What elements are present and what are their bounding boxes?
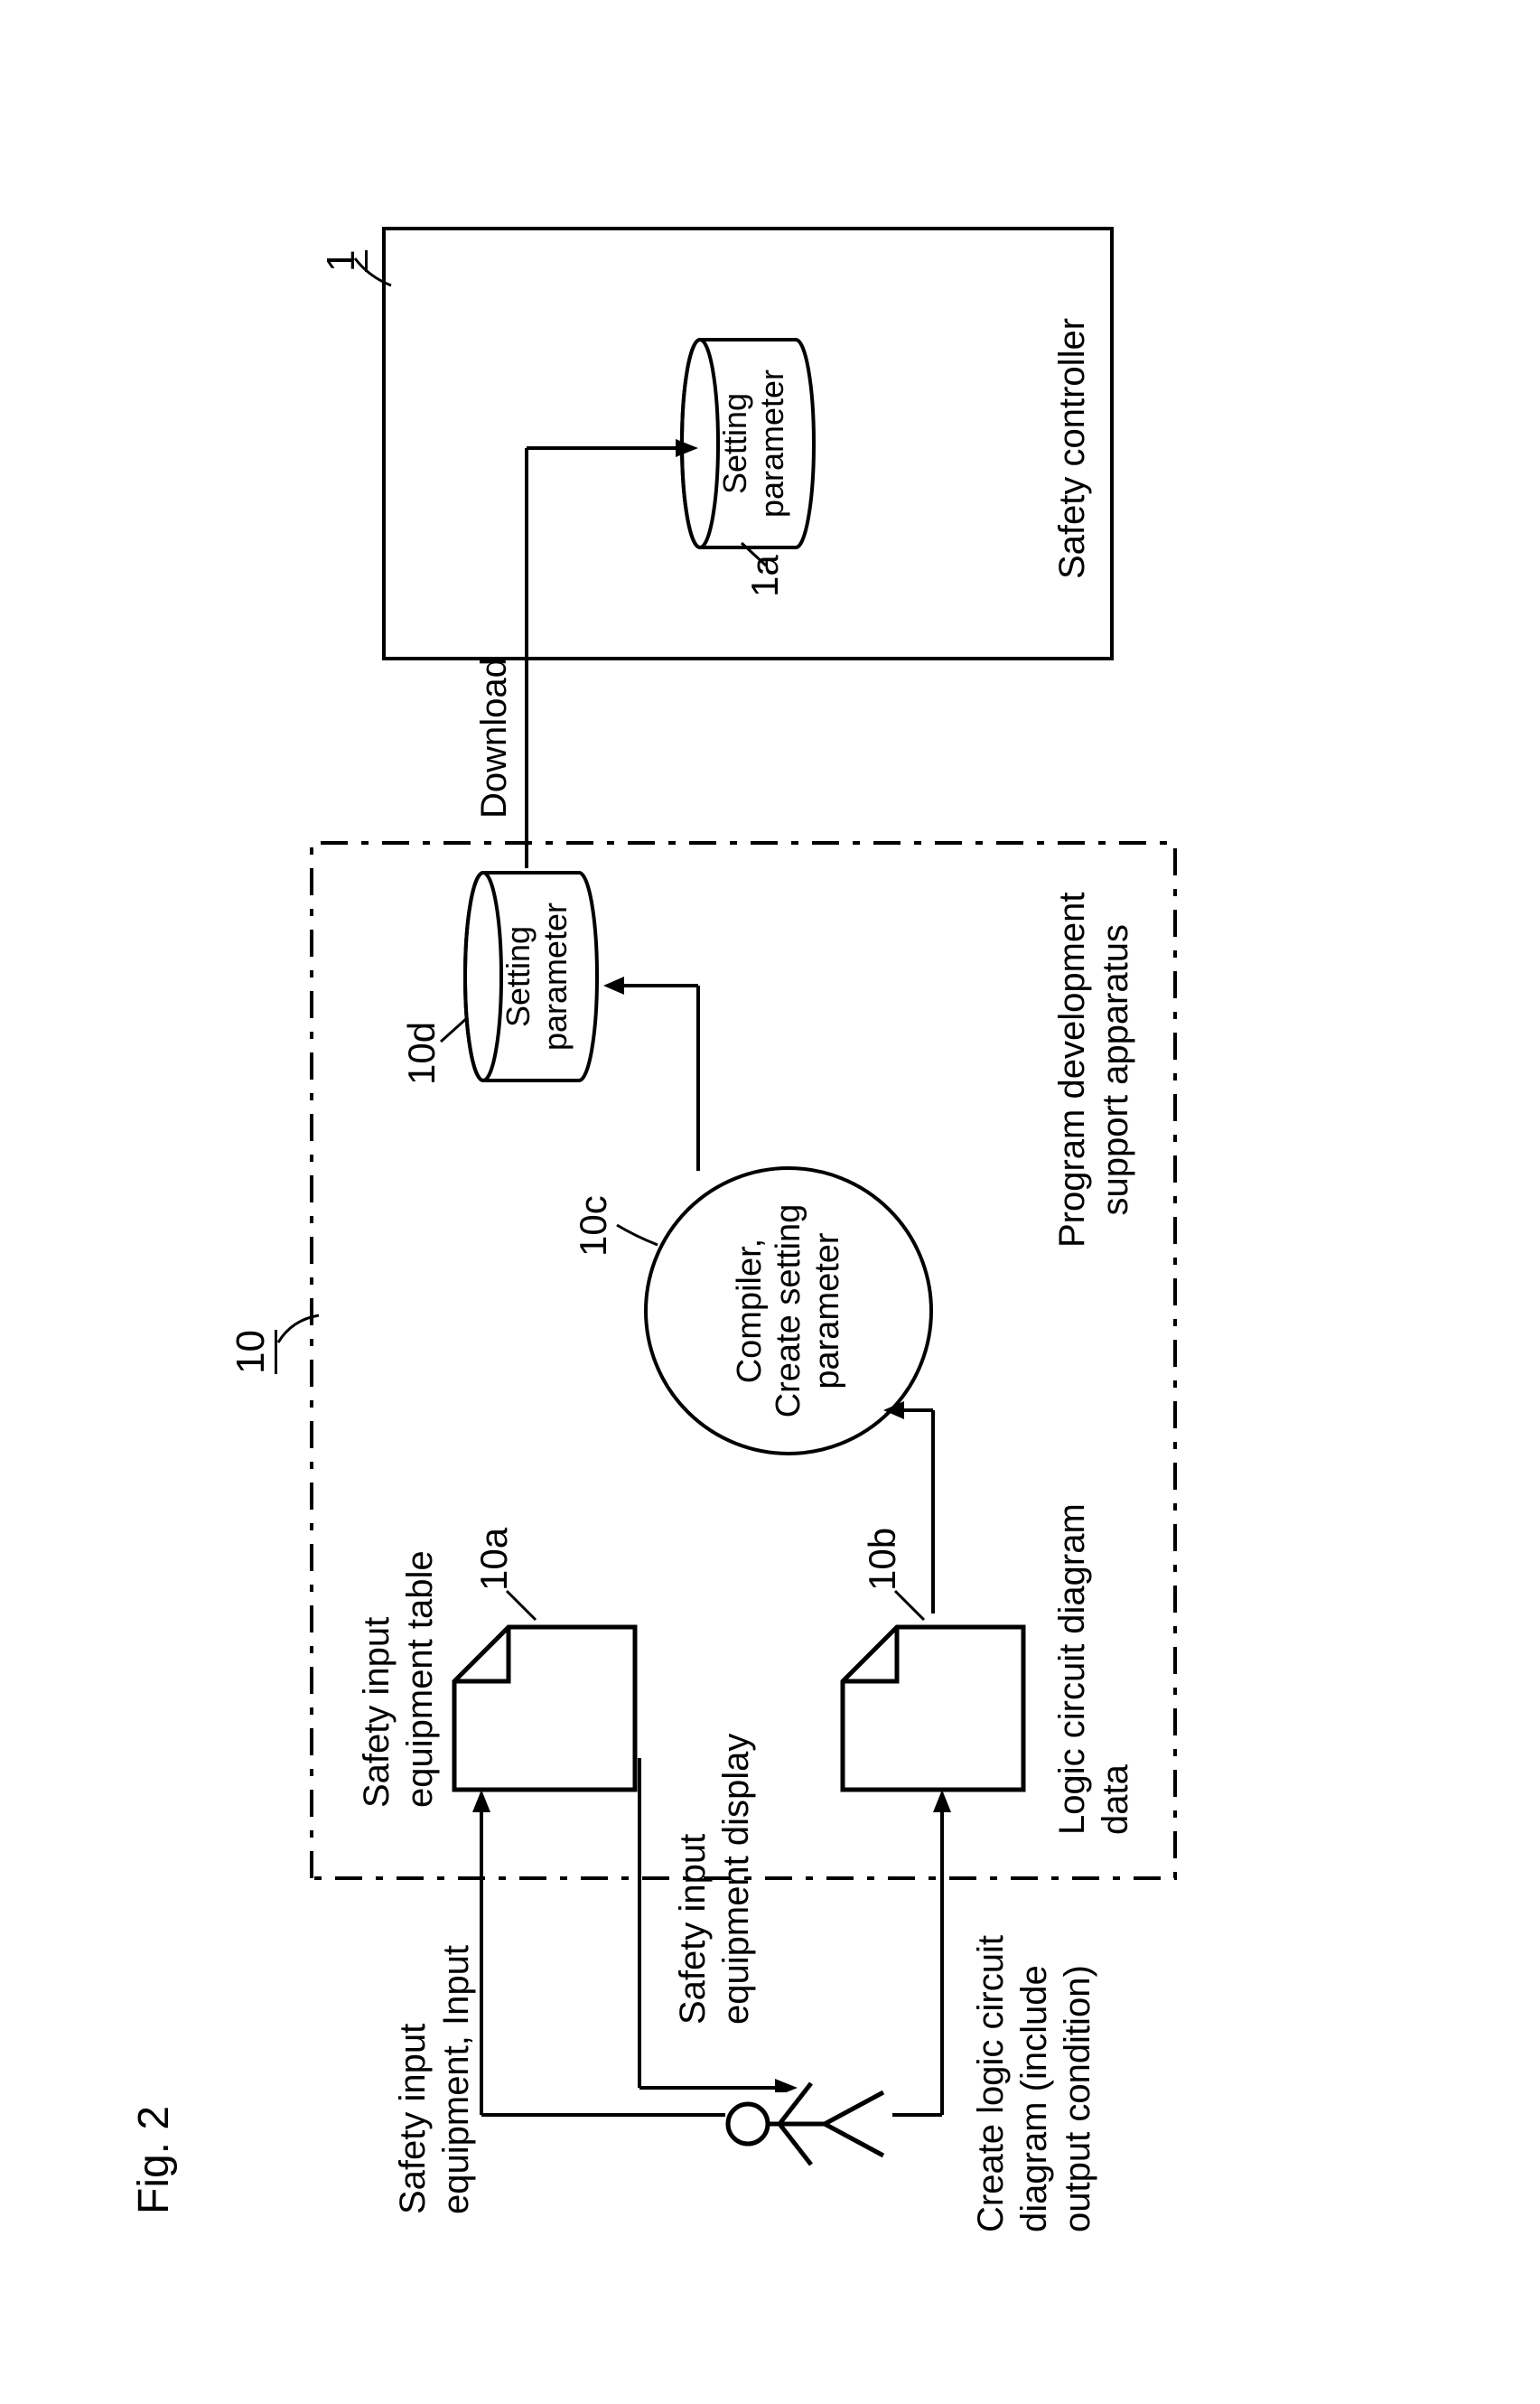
- apparatus-caption: Program development support apparatus: [1050, 892, 1137, 1248]
- actor-label-bottom: Create logic circuit diagram (include ou…: [969, 1934, 1099, 2231]
- arrow-compiler-10d: [527, 968, 707, 1175]
- arrow-download: [518, 439, 707, 873]
- arrow-actor-10b: [888, 1785, 978, 2119]
- arrow-10b-compiler: [879, 1383, 951, 1618]
- leader-10d: [436, 1004, 472, 1049]
- ref-10a: 10a: [472, 1527, 516, 1590]
- doc-10a-label: Safety input equipment table: [355, 1550, 442, 1808]
- actor-label-top: Safety input equipment, Input: [391, 1945, 478, 2214]
- doc-10a: [445, 1618, 644, 1799]
- cyl-1a-label: Setting parameter: [716, 335, 791, 552]
- figure-label: Fig. 2: [129, 2105, 179, 2213]
- leader-10a: [499, 1582, 545, 1627]
- download-label: Download: [472, 658, 516, 818]
- arrow-10a-actor: [635, 1749, 807, 2092]
- leader-10c: [612, 1198, 667, 1252]
- doc-10b-label: Logic circuit diagram data: [1050, 1503, 1137, 1835]
- compiler-label: Compiler, Create setting parameter: [730, 1203, 846, 1417]
- leader-1: [350, 245, 396, 299]
- controller-caption: Safety controller: [1050, 317, 1094, 578]
- ref-10c: 10c: [572, 1195, 615, 1257]
- leader-10: [274, 1275, 328, 1347]
- leader-1a: [734, 534, 770, 570]
- doc-10b: [834, 1618, 1032, 1799]
- ref-10: 10: [229, 1330, 274, 1374]
